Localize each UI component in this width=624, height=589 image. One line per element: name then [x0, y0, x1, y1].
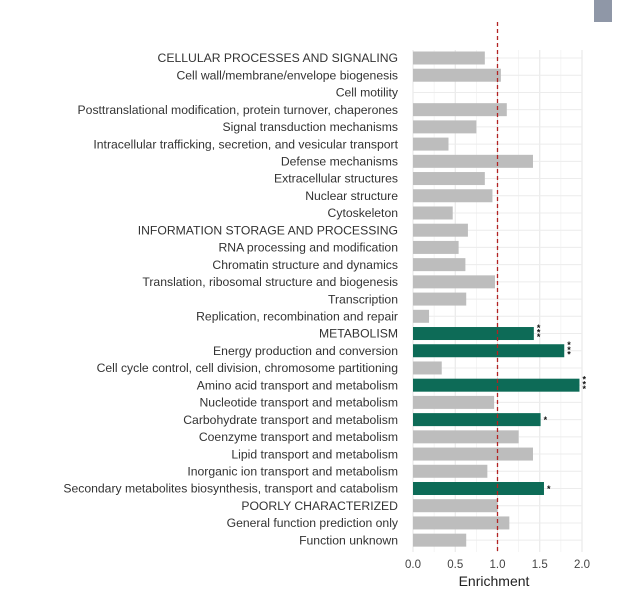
x-axis-ticks: 0.0 0.5 1.0 1.5 2.0	[405, 559, 590, 571]
category-label: Replication, recombination and repair	[196, 310, 398, 324]
category-labels: CELLULAR PROCESSES AND SIGNALING Cell wal…	[63, 51, 399, 547]
bar	[413, 447, 533, 461]
significance-star: *	[567, 345, 571, 355]
bar	[413, 223, 468, 237]
category-label: Translation, ribosomal structure and bio…	[142, 275, 398, 289]
corner-marker	[594, 0, 612, 22]
category-label: Chromatin structure and dynamics	[212, 258, 398, 272]
significance-label: ***	[582, 375, 586, 394]
category-label: Intracellular trafficking, secretion, an…	[93, 137, 398, 151]
significance-label: ***	[537, 323, 541, 342]
bar	[413, 395, 495, 409]
significance-star: *	[537, 332, 541, 342]
bar	[413, 275, 495, 289]
category-label: Lipid transport and metabolism	[231, 447, 398, 461]
category-label: Inorganic ion transport and metabolism	[187, 464, 398, 478]
bar	[413, 206, 453, 220]
category-label: Cell wall/membrane/envelope biogenesis	[176, 68, 398, 82]
x-tick-label: 0.0	[405, 559, 421, 571]
bar	[413, 189, 493, 203]
bar	[413, 309, 430, 323]
category-label: Coenzyme transport and metabolism	[199, 430, 398, 444]
category-label: Secondary metabolites biosynthesis, tran…	[63, 482, 398, 496]
x-tick-label: 1.5	[532, 559, 548, 571]
bar	[413, 103, 507, 117]
bar	[413, 51, 485, 65]
category-label: Cell motility	[336, 86, 399, 100]
category-label: Energy production and conversion	[213, 344, 398, 358]
category-label: Extracellular structures	[274, 172, 398, 186]
bar	[413, 154, 533, 168]
bar-layer: ***********	[413, 51, 586, 547]
category-label: General function prediction only	[227, 516, 399, 530]
category-label: Posttranslational modification, protein …	[78, 103, 398, 117]
category-label: Nuclear structure	[305, 189, 398, 203]
bar	[413, 240, 459, 254]
bar	[413, 361, 442, 375]
bar	[413, 499, 498, 513]
x-tick-label: 1.0	[490, 559, 506, 571]
significance-star: *	[537, 323, 541, 333]
bar	[413, 413, 541, 427]
category-label: POORLY CHARACTERIZED	[241, 499, 398, 513]
bar	[413, 516, 510, 530]
significance-star: *	[567, 349, 571, 359]
significance-label: ***	[567, 340, 571, 359]
bar	[413, 172, 485, 186]
bar	[413, 344, 565, 358]
bar	[413, 137, 449, 151]
category-label: Carbohydrate transport and metabolism	[183, 413, 398, 427]
x-tick-label: 2.0	[574, 559, 590, 571]
significance-star: *	[582, 375, 586, 385]
bar	[413, 430, 519, 444]
significance-label: *	[544, 415, 548, 425]
bar	[413, 533, 467, 547]
category-label: RNA processing and modification	[218, 241, 398, 255]
bar	[413, 68, 501, 82]
significance-star: *	[582, 384, 586, 394]
category-label: Amino acid transport and metabolism	[197, 378, 398, 392]
significance-star: *	[582, 379, 586, 389]
bar	[413, 378, 580, 392]
significance-star: *	[567, 340, 571, 350]
category-label: CELLULAR PROCESSES AND SIGNALING	[158, 51, 398, 65]
category-label: Transcription	[328, 292, 398, 306]
category-label: Function unknown	[299, 533, 398, 547]
significance-star: *	[537, 328, 541, 338]
bar	[413, 120, 477, 134]
category-label: INFORMATION STORAGE AND PROCESSING	[138, 223, 398, 237]
x-tick-label: 0.5	[447, 559, 463, 571]
category-label: METABOLISM	[319, 327, 398, 341]
category-label: Cell cycle control, cell division, chrom…	[97, 361, 398, 375]
significance-label: *	[547, 484, 551, 494]
bar	[413, 327, 534, 341]
bar	[413, 258, 466, 272]
category-label: Cytoskeleton	[328, 206, 398, 220]
category-label: Nucleotide transport and metabolism	[200, 396, 399, 410]
x-axis-title: Enrichment	[459, 573, 530, 589]
bar	[413, 464, 488, 478]
bar	[413, 292, 467, 306]
category-label: Signal transduction mechanisms	[223, 120, 398, 134]
category-label: Defense mechanisms	[281, 155, 398, 169]
bar	[413, 482, 544, 495]
